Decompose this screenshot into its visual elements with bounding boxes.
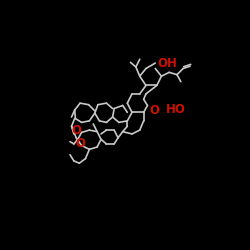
Text: OH: OH <box>158 56 178 70</box>
Text: O: O <box>76 138 86 150</box>
Text: O: O <box>72 124 82 137</box>
Text: O: O <box>149 104 159 117</box>
Text: HO: HO <box>166 103 186 116</box>
